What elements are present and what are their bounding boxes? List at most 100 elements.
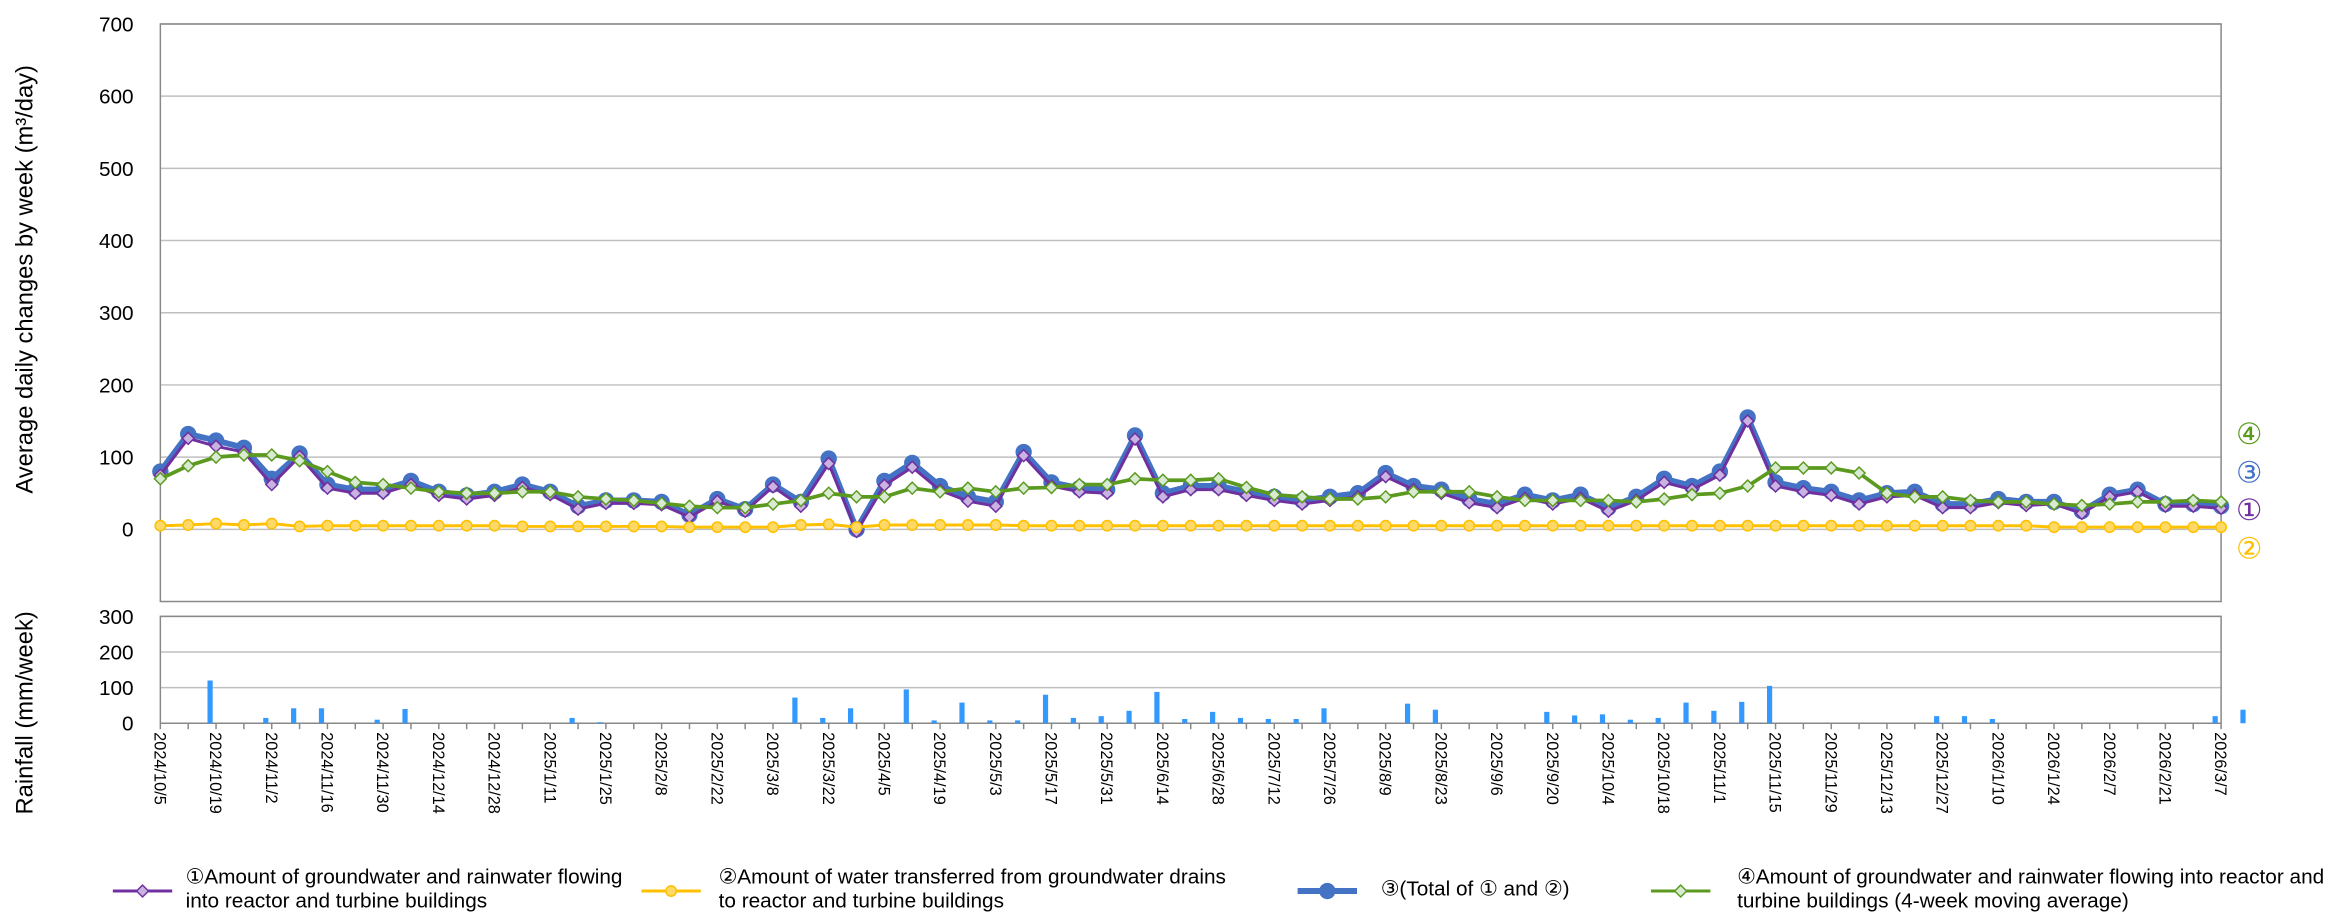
data-point [1128, 432, 1143, 447]
data-point [264, 477, 279, 492]
bar [931, 720, 937, 724]
data-point [711, 521, 724, 534]
data-point [683, 521, 696, 534]
bar [1544, 711, 1550, 724]
x-tick-label: 2025/12/13 [1877, 732, 1895, 814]
x-tick-label: 2024/10/19 [206, 732, 224, 814]
data-point [1797, 519, 1810, 532]
data-point [1657, 492, 1672, 506]
x-tick-label: 2025/5/31 [1097, 732, 1115, 805]
bar [1766, 685, 1773, 724]
data-point [488, 519, 501, 532]
x-tick-label: 2025/7/26 [1320, 732, 1338, 805]
data-point [1573, 493, 1588, 508]
data-point [544, 520, 557, 533]
data-point [1657, 475, 1672, 490]
data-point [2074, 498, 2089, 513]
data-point [654, 496, 669, 511]
data-point [1239, 480, 1254, 495]
data-point [1072, 477, 1087, 492]
data-point [1740, 479, 1755, 493]
data-point [1239, 488, 1254, 503]
bar [1042, 694, 1049, 724]
y-axis-title: Average daily changes by week (m³/day) [12, 65, 39, 494]
data-point [877, 489, 892, 504]
data-point [1713, 519, 1726, 532]
data-point [1100, 477, 1115, 492]
bar [1572, 715, 1578, 724]
data-point [1518, 519, 1531, 532]
data-point [598, 492, 613, 506]
data-point [1824, 460, 1839, 475]
data-point [403, 481, 418, 496]
data-point [2019, 494, 2034, 509]
x-tick-label: 2024/12/14 [429, 732, 447, 814]
data-point [1517, 493, 1532, 508]
bar [263, 717, 269, 724]
data-point [934, 519, 947, 531]
data-point [1712, 486, 1727, 501]
bar [1934, 716, 1940, 724]
data-point [1769, 519, 1782, 532]
data-point [710, 500, 725, 515]
bar [1126, 710, 1132, 724]
bar [1599, 714, 1606, 724]
legend-label: ④Amount of groundwater and rainwater flo… [1737, 864, 2325, 912]
data-point [738, 500, 753, 515]
y-tick-label: 100 [99, 447, 134, 470]
x-tick-label: 2024/11/2 [262, 732, 280, 803]
legend-marker [135, 884, 150, 899]
data-point [849, 489, 864, 504]
x-tick-label: 2025/11/29 [1821, 732, 1839, 813]
x-tick-label: 2025/8/9 [1376, 732, 1394, 796]
legend-entry: ③(Total of ① and ②) [1381, 876, 1570, 900]
data-point [1630, 519, 1643, 532]
y-tick-label: 200 [99, 374, 134, 397]
x-tick-label: 2025/3/22 [819, 732, 837, 805]
data-point [1852, 466, 1867, 481]
data-point [878, 519, 891, 531]
data-point [460, 519, 473, 532]
data-point [1879, 486, 1894, 501]
data-point [822, 518, 835, 531]
data-point [432, 519, 445, 532]
x-tick-label: 2025/8/23 [1431, 732, 1449, 805]
data-point [2131, 521, 2144, 534]
data-point [905, 481, 920, 496]
data-point [1490, 489, 1505, 504]
data-point [182, 519, 195, 531]
x-tick-label: 2025/9/20 [1543, 732, 1561, 805]
bar [1237, 717, 1244, 724]
data-point [1462, 484, 1477, 499]
x-tick-label: 2025/4/5 [874, 732, 892, 796]
data-point [1016, 448, 1031, 463]
x-tick-label: 2025/5/3 [986, 732, 1004, 796]
data-point [153, 471, 168, 486]
data-point [1462, 495, 1477, 510]
bar [903, 689, 909, 724]
y-tick-label: 200 [99, 641, 134, 664]
y-tick-label: 100 [99, 677, 134, 700]
plot-frame [159, 23, 2222, 603]
data-point [988, 499, 1003, 514]
bar [318, 708, 325, 724]
data-point [1212, 519, 1225, 532]
data-point [321, 519, 334, 532]
data-point [1768, 479, 1783, 493]
x-tick-label: 2025/11/1 [1710, 732, 1728, 803]
bar [402, 709, 408, 724]
data-point [1406, 484, 1421, 499]
data-point [1100, 486, 1115, 501]
data-point [1240, 519, 1253, 532]
x-tick-label: 2024/10/5 [150, 732, 168, 805]
y-tick-label: 0 [122, 713, 134, 736]
plot-frame [159, 615, 2222, 725]
y-tick-label: 300 [99, 302, 134, 325]
legend-entry: ①Amount of groundwater and rainwater flo… [186, 864, 623, 912]
data-point [1184, 519, 1197, 532]
data-point [1686, 519, 1698, 532]
data-point [1963, 500, 1978, 515]
data-point [1490, 500, 1505, 515]
data-point [655, 520, 668, 533]
y-tick-label: 0 [122, 519, 134, 542]
